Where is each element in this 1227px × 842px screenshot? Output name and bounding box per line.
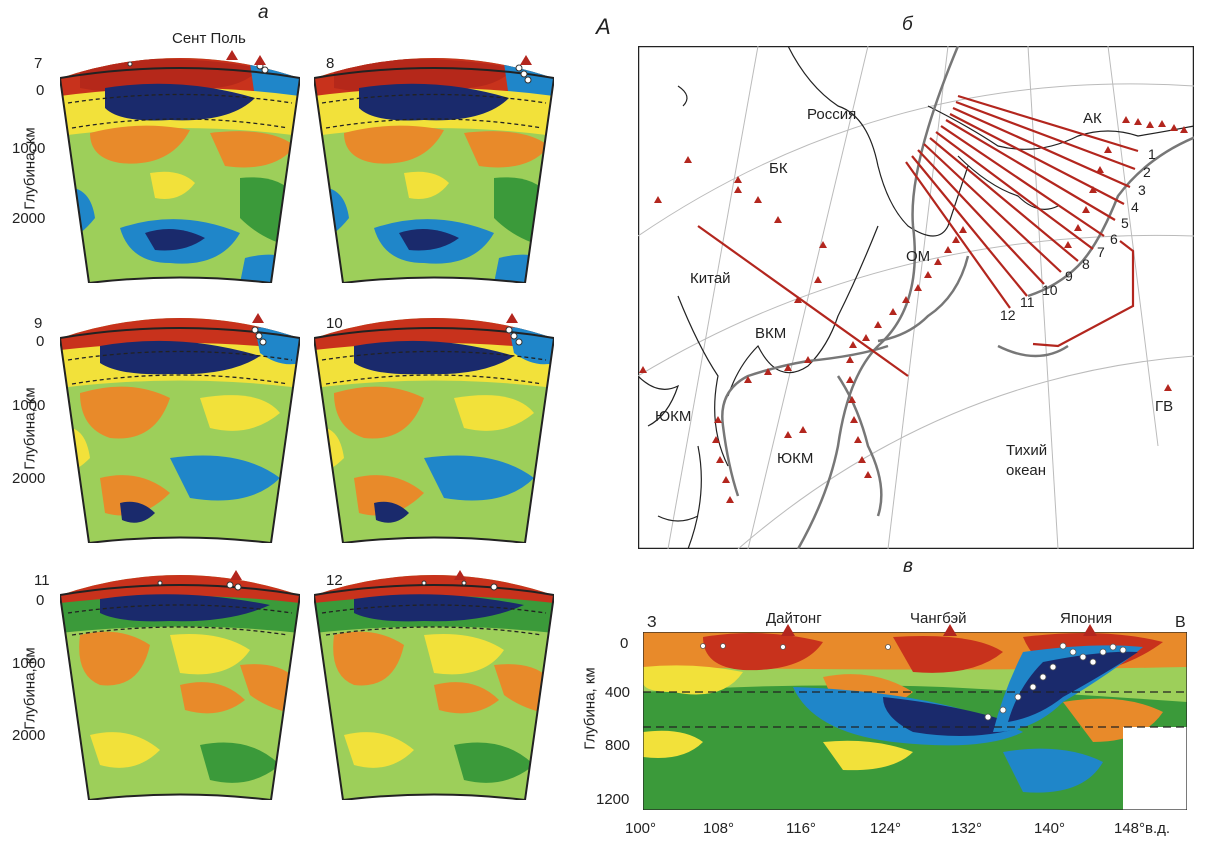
section-12 [314,575,554,800]
volcano-marker [252,313,264,323]
profile-number: 6 [1110,231,1118,247]
map-label-bk: БК [769,160,788,177]
x-tick: 148°в.д. [1114,820,1171,837]
section-num-10: 10 [326,315,343,332]
y-tick: 800 [605,737,631,754]
east-label: В [1175,614,1186,631]
section-num-9: 9 [34,315,43,332]
volcano-marker [226,50,238,60]
map-label-pacific-1: Тихий [1006,442,1048,459]
x-tick: 124° [870,820,902,837]
profile-number: 10 [1042,282,1058,298]
map-label-ukm-west: ЮКМ [655,408,692,425]
station-label-saint-paul: Сент Поль [172,30,246,47]
ew-section-plot [643,632,1187,810]
map-label-gv: ГВ [1155,398,1174,415]
x-tick: 108° [703,820,735,837]
volcano-marker [454,570,466,580]
y-axis-label: Глубина, км [21,647,39,730]
y-tick: 2000 [12,727,46,744]
y-tick: 1000 [12,655,46,672]
volcano-marker [254,55,266,65]
volcano-label-changbai: Чангбэй [910,610,967,627]
x-tick: 132° [951,820,983,837]
y-tick: 0 [36,592,45,609]
section-num-7: 7 [34,55,43,72]
profile-number: 3 [1138,182,1146,198]
y-axis-label: Глубина, км [581,667,599,750]
section-num-12: 12 [326,572,343,589]
figure-label-a: А [596,14,611,39]
y-tick: 0 [36,82,45,99]
y-axis-label: Глубина, км [21,387,39,470]
volcano-marker [506,313,518,323]
section-11 [60,575,300,800]
section-9 [60,318,300,543]
y-tick: 0 [620,635,629,652]
profile-number: 9 [1065,268,1073,284]
panel-b-letter: б [902,14,913,35]
map-label-russia: Россия [807,106,857,123]
y-tick: 1000 [12,397,46,414]
section-10 [314,318,554,543]
map-panel [638,46,1194,549]
profile-number: 4 [1131,199,1139,215]
map-label-ukm-east: ЮКМ [777,450,814,467]
section-num-8: 8 [326,55,335,72]
volcano-label-datong: Дайтонг [766,610,822,627]
x-tick: 100° [625,820,657,837]
y-tick: 400 [605,684,631,701]
x-tick: 116° [786,820,816,837]
section-8 [314,58,554,283]
volcano-markers-section [781,624,1097,636]
west-label: З [647,614,657,631]
y-tick: 0 [36,333,45,350]
profile-number: 2 [1143,164,1151,180]
y-tick: 1000 [12,140,46,157]
volcano-marker [230,570,242,580]
profile-number: 12 [1000,307,1016,323]
volcano-label-japan: Япония [1060,610,1113,627]
map-label-om: ОМ [906,248,931,265]
profile-number: 1 [1148,146,1156,162]
y-axis-label: Глубина, км [21,127,39,210]
volcano-marker [520,55,532,65]
map-label-ak: АК [1083,110,1102,127]
profile-number: 8 [1082,256,1090,272]
y-tick: 2000 [12,210,46,227]
x-tick: 140° [1034,820,1066,837]
map-label-pacific-2: океан [1006,462,1047,479]
section-7 [60,58,300,283]
profile-number: 11 [1020,294,1035,310]
panel-v-letter: в [903,556,913,577]
profile-number: 7 [1097,244,1105,260]
y-tick: 1200 [596,791,630,808]
y-tick: 2000 [12,470,46,487]
panel-a-letter: а [258,2,269,23]
section-num-11: 11 [34,572,50,589]
panel-a-sections [60,50,554,800]
map-label-china: Китай [690,270,731,287]
profile-number: 5 [1121,215,1129,231]
map-label-vkm: ВКМ [755,325,787,342]
